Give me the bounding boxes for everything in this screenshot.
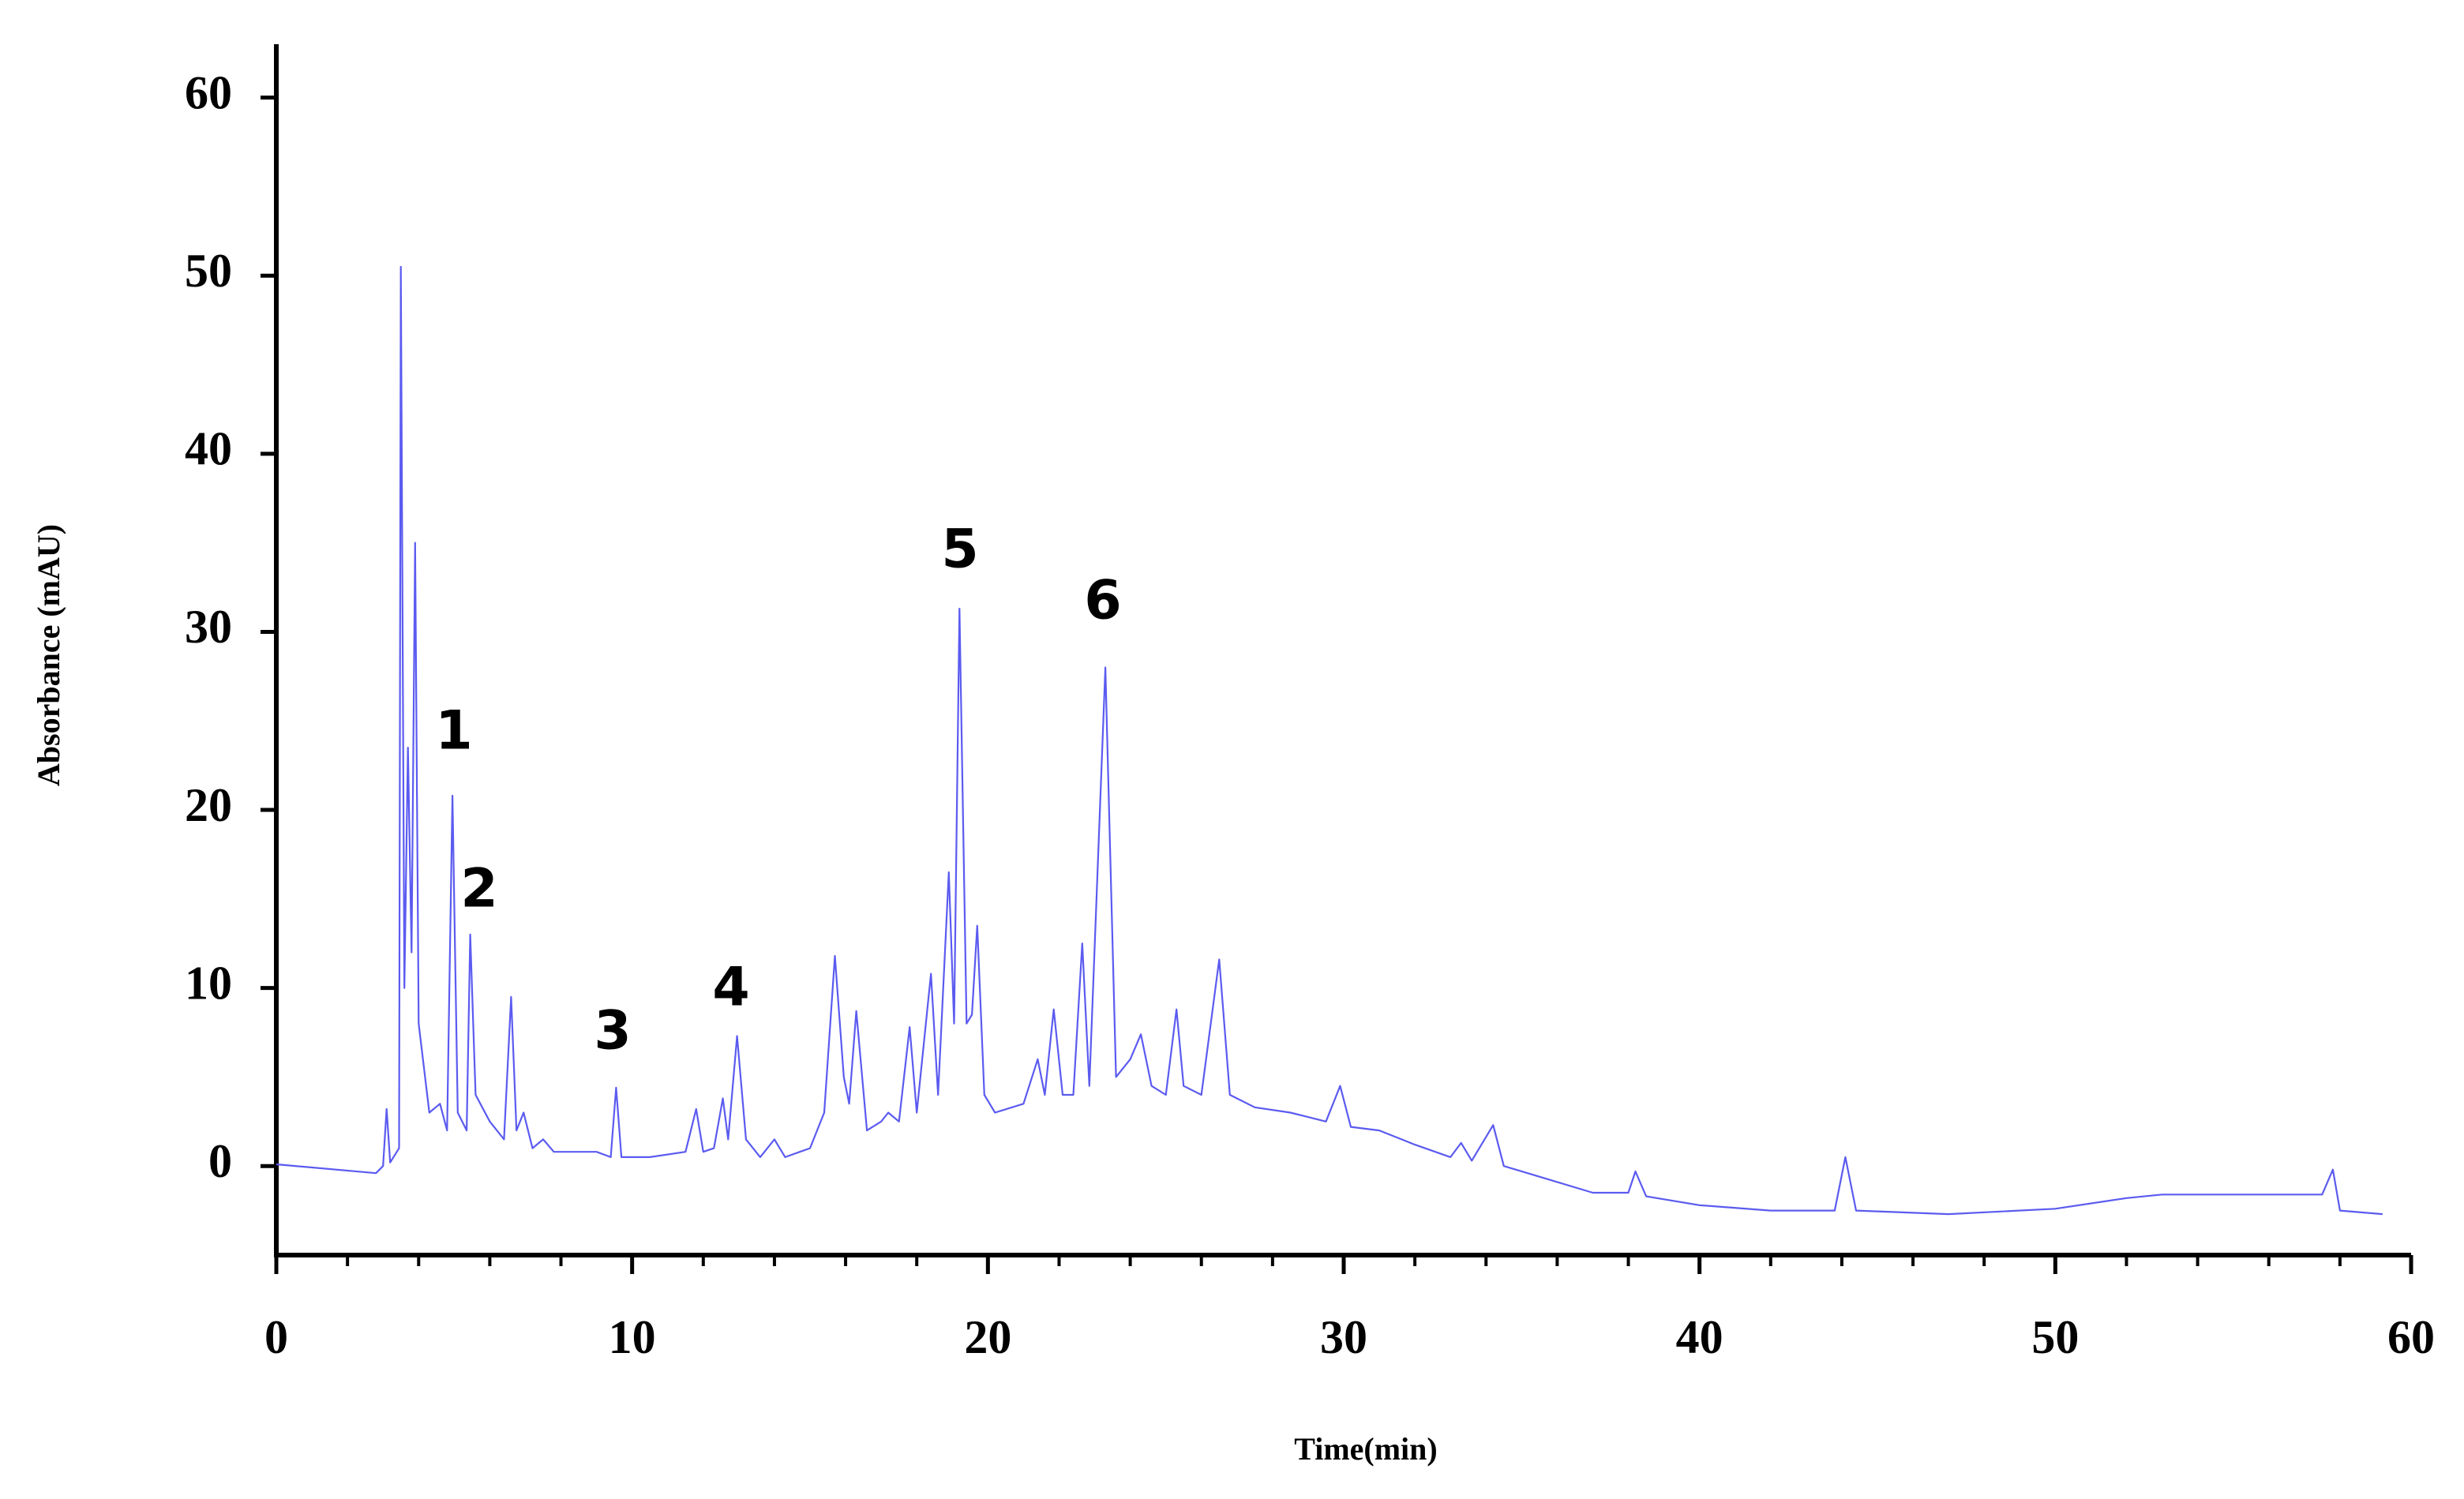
x-tick-label: 60 [2387, 1311, 2435, 1363]
x-tick-label: 50 [2031, 1311, 2079, 1363]
y-tick-label: 40 [185, 423, 232, 475]
y-tick-label: 0 [208, 1135, 232, 1187]
chromatogram-line [276, 265, 2383, 1216]
peak-label: 2 [460, 858, 497, 920]
y-axis-title: Absorbance (mAU) [31, 524, 66, 786]
y-tick-label: 30 [185, 601, 232, 653]
peak-label: 6 [1084, 570, 1121, 632]
peak-label: 1 [435, 700, 472, 763]
x-tick-label: 20 [964, 1311, 1011, 1363]
x-axis-title: Time(min) [1294, 1431, 1437, 1467]
peak-label: 5 [941, 519, 978, 581]
peak-label: 3 [594, 1000, 631, 1062]
x-tick-label: 40 [1676, 1311, 1723, 1363]
peak-label: 4 [712, 957, 749, 1019]
x-tick-label: 0 [264, 1311, 288, 1363]
x-tick-label: 10 [609, 1311, 656, 1363]
y-tick-label: 50 [185, 245, 232, 297]
x-tick-label: 30 [1320, 1311, 1367, 1363]
y-tick-label: 60 [185, 66, 232, 118]
y-tick-label: 20 [185, 779, 232, 831]
y-tick-label: 10 [185, 957, 232, 1009]
